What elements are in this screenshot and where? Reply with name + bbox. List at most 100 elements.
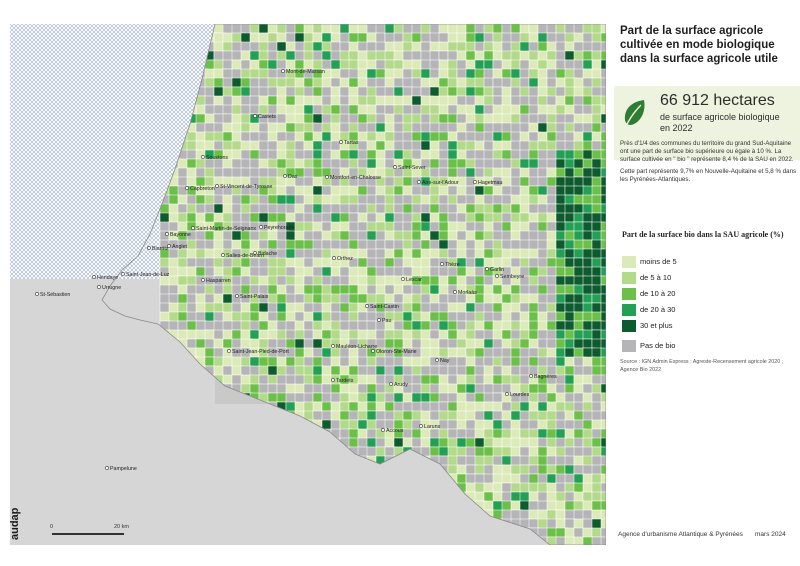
- commune-cell[interactable]: [339, 95, 350, 106]
- commune-cell[interactable]: [474, 86, 485, 97]
- commune-cell[interactable]: [501, 68, 512, 79]
- commune-cell[interactable]: [600, 374, 606, 386]
- commune-cell[interactable]: [375, 122, 387, 133]
- commune-cell[interactable]: [213, 212, 225, 224]
- commune-cell[interactable]: [321, 149, 333, 161]
- commune-cell[interactable]: [465, 167, 476, 179]
- commune-cell[interactable]: [285, 32, 297, 44]
- commune-cell[interactable]: [213, 131, 225, 143]
- commune-cell[interactable]: [501, 482, 513, 494]
- town-label[interactable]: Laruns: [424, 424, 441, 430]
- commune-cell[interactable]: [546, 122, 558, 134]
- commune-cell[interactable]: [249, 24, 261, 34]
- commune-cell[interactable]: [528, 41, 540, 53]
- commune-cell[interactable]: [339, 239, 350, 251]
- commune-cell[interactable]: [438, 212, 449, 224]
- commune-cell[interactable]: [591, 527, 602, 538]
- commune-cell[interactable]: [348, 311, 359, 323]
- commune-cell[interactable]: [213, 266, 224, 277]
- commune-cell[interactable]: [402, 77, 414, 88]
- commune-cell[interactable]: [294, 59, 305, 70]
- town-label[interactable]: Peyrehorade: [264, 225, 294, 231]
- commune-cell[interactable]: [204, 230, 215, 242]
- commune-cell[interactable]: [474, 320, 486, 331]
- commune-cell[interactable]: [213, 302, 224, 313]
- commune-cell[interactable]: [402, 122, 413, 133]
- commune-cell[interactable]: [222, 293, 234, 305]
- commune-cell[interactable]: [600, 266, 606, 277]
- commune-cell[interactable]: [357, 248, 368, 259]
- commune-cell[interactable]: [312, 149, 323, 160]
- town-label[interactable]: Hagetmau: [478, 180, 502, 186]
- town-label[interactable]: Saint-Jean-de-Luz: [126, 272, 170, 278]
- commune-cell[interactable]: [564, 275, 576, 286]
- commune-cell[interactable]: [447, 401, 459, 413]
- commune-cell[interactable]: [600, 491, 606, 505]
- commune-cell[interactable]: [321, 122, 332, 134]
- commune-cell[interactable]: [339, 392, 350, 403]
- commune-cell[interactable]: [582, 230, 594, 241]
- commune-cell[interactable]: [582, 50, 593, 61]
- commune-cell[interactable]: [420, 203, 431, 214]
- commune-cell[interactable]: [402, 302, 413, 314]
- commune-cell[interactable]: [465, 140, 477, 152]
- commune-cell[interactable]: [447, 383, 458, 395]
- commune-cell[interactable]: [528, 284, 540, 295]
- commune-cell[interactable]: [276, 320, 288, 332]
- commune-cell[interactable]: [537, 428, 548, 439]
- town-label[interactable]: Oloron-Ste-Marie: [376, 349, 417, 355]
- commune-cell[interactable]: [510, 482, 522, 493]
- commune-cell[interactable]: [483, 158, 495, 170]
- commune-cell[interactable]: [600, 32, 606, 43]
- town-label[interactable]: Hendaye: [97, 275, 118, 281]
- commune-cell[interactable]: [447, 59, 459, 71]
- commune-cell[interactable]: [294, 24, 306, 34]
- commune-cell[interactable]: [465, 24, 477, 34]
- town-label[interactable]: Arudy: [394, 382, 408, 388]
- commune-cell[interactable]: [483, 230, 495, 241]
- commune-cell[interactable]: [600, 140, 606, 151]
- commune-cell[interactable]: [249, 41, 261, 53]
- commune-cell[interactable]: [186, 194, 198, 206]
- commune-cell[interactable]: [366, 401, 378, 412]
- commune-cell[interactable]: [357, 185, 369, 197]
- commune-cell[interactable]: [474, 392, 486, 403]
- commune-cell[interactable]: [528, 491, 540, 502]
- commune-cell[interactable]: [582, 455, 594, 467]
- commune-cell[interactable]: [411, 113, 422, 125]
- commune-cell[interactable]: [600, 383, 606, 394]
- commune-cell[interactable]: [339, 24, 351, 35]
- commune-cell[interactable]: [222, 140, 234, 151]
- commune-cell[interactable]: [537, 410, 549, 422]
- commune-cell[interactable]: [276, 392, 288, 403]
- commune-cell[interactable]: [384, 230, 396, 242]
- commune-cell[interactable]: [402, 24, 414, 35]
- commune-cell[interactable]: [411, 32, 422, 44]
- commune-cell[interactable]: [546, 455, 557, 466]
- commune-cell[interactable]: [519, 221, 531, 233]
- commune-cell[interactable]: [600, 185, 606, 196]
- commune-cell[interactable]: [393, 50, 405, 62]
- commune-cell[interactable]: [510, 59, 521, 71]
- commune-cell[interactable]: [582, 203, 594, 215]
- commune-cell[interactable]: [600, 248, 606, 262]
- commune-cell[interactable]: [177, 293, 189, 305]
- town-label[interactable]: Saint-Martin-de-Seignanx: [196, 226, 256, 232]
- commune-cell[interactable]: [600, 50, 606, 64]
- town-label[interactable]: Nay: [440, 358, 450, 364]
- commune-cell[interactable]: [600, 338, 606, 352]
- commune-cell[interactable]: [492, 329, 503, 340]
- commune-cell[interactable]: [303, 392, 314, 404]
- commune-cell[interactable]: [429, 446, 441, 457]
- commune-cell[interactable]: [456, 320, 467, 331]
- commune-cell[interactable]: [546, 158, 558, 169]
- commune-cell[interactable]: [492, 185, 504, 197]
- commune-cell[interactable]: [303, 212, 314, 224]
- commune-cell[interactable]: [231, 257, 243, 269]
- town-label[interactable]: Garlin: [490, 267, 504, 273]
- commune-cell[interactable]: [339, 50, 350, 62]
- town-label[interactable]: Tartas: [344, 140, 359, 146]
- commune-cell[interactable]: [420, 50, 432, 62]
- commune-cell[interactable]: [321, 401, 333, 412]
- commune-cell[interactable]: [393, 95, 405, 107]
